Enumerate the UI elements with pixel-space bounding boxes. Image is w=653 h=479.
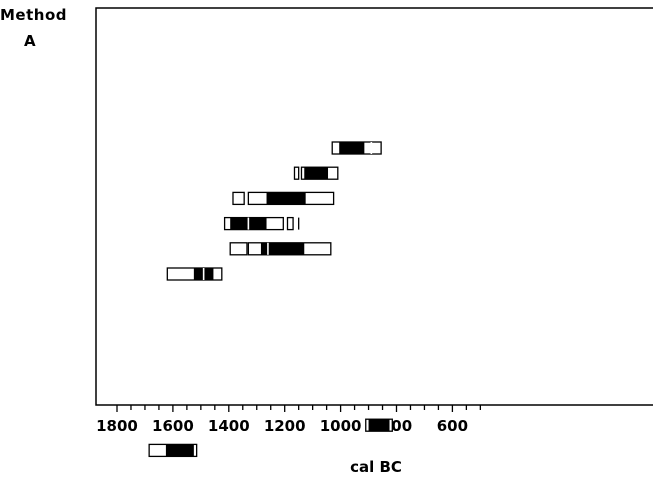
range-bar-core [260,242,305,255]
x-tick-label: 1400 [208,417,250,435]
range-bar-outline [293,166,300,180]
x-tick-label: 1800 [96,417,138,435]
range-bar-core [165,444,194,457]
x-tick-label: 600 [437,417,468,435]
x-tick-label: 1600 [152,417,194,435]
plot-frame [95,7,653,406]
x-tick-label: 1000 [320,417,362,435]
x-axis-label: cal BC [350,458,402,476]
range-bar-outline [232,191,245,206]
x-tick-label: 1200 [264,417,306,435]
range-bar-outline [229,242,248,256]
method-sub-label: A [24,32,36,50]
range-bar-core [266,192,306,205]
x-axis-tick-labels: 1800 1600 1400 1200 1000 800 600 [96,417,468,435]
range-bar-core [339,142,365,154]
range-bar-outline [286,216,294,231]
method-label: Method [0,6,67,24]
range-bar-core [304,167,329,180]
range-bar-core [368,419,390,432]
x-axis-ticks [116,405,482,412]
date-range-bars [148,141,393,458]
